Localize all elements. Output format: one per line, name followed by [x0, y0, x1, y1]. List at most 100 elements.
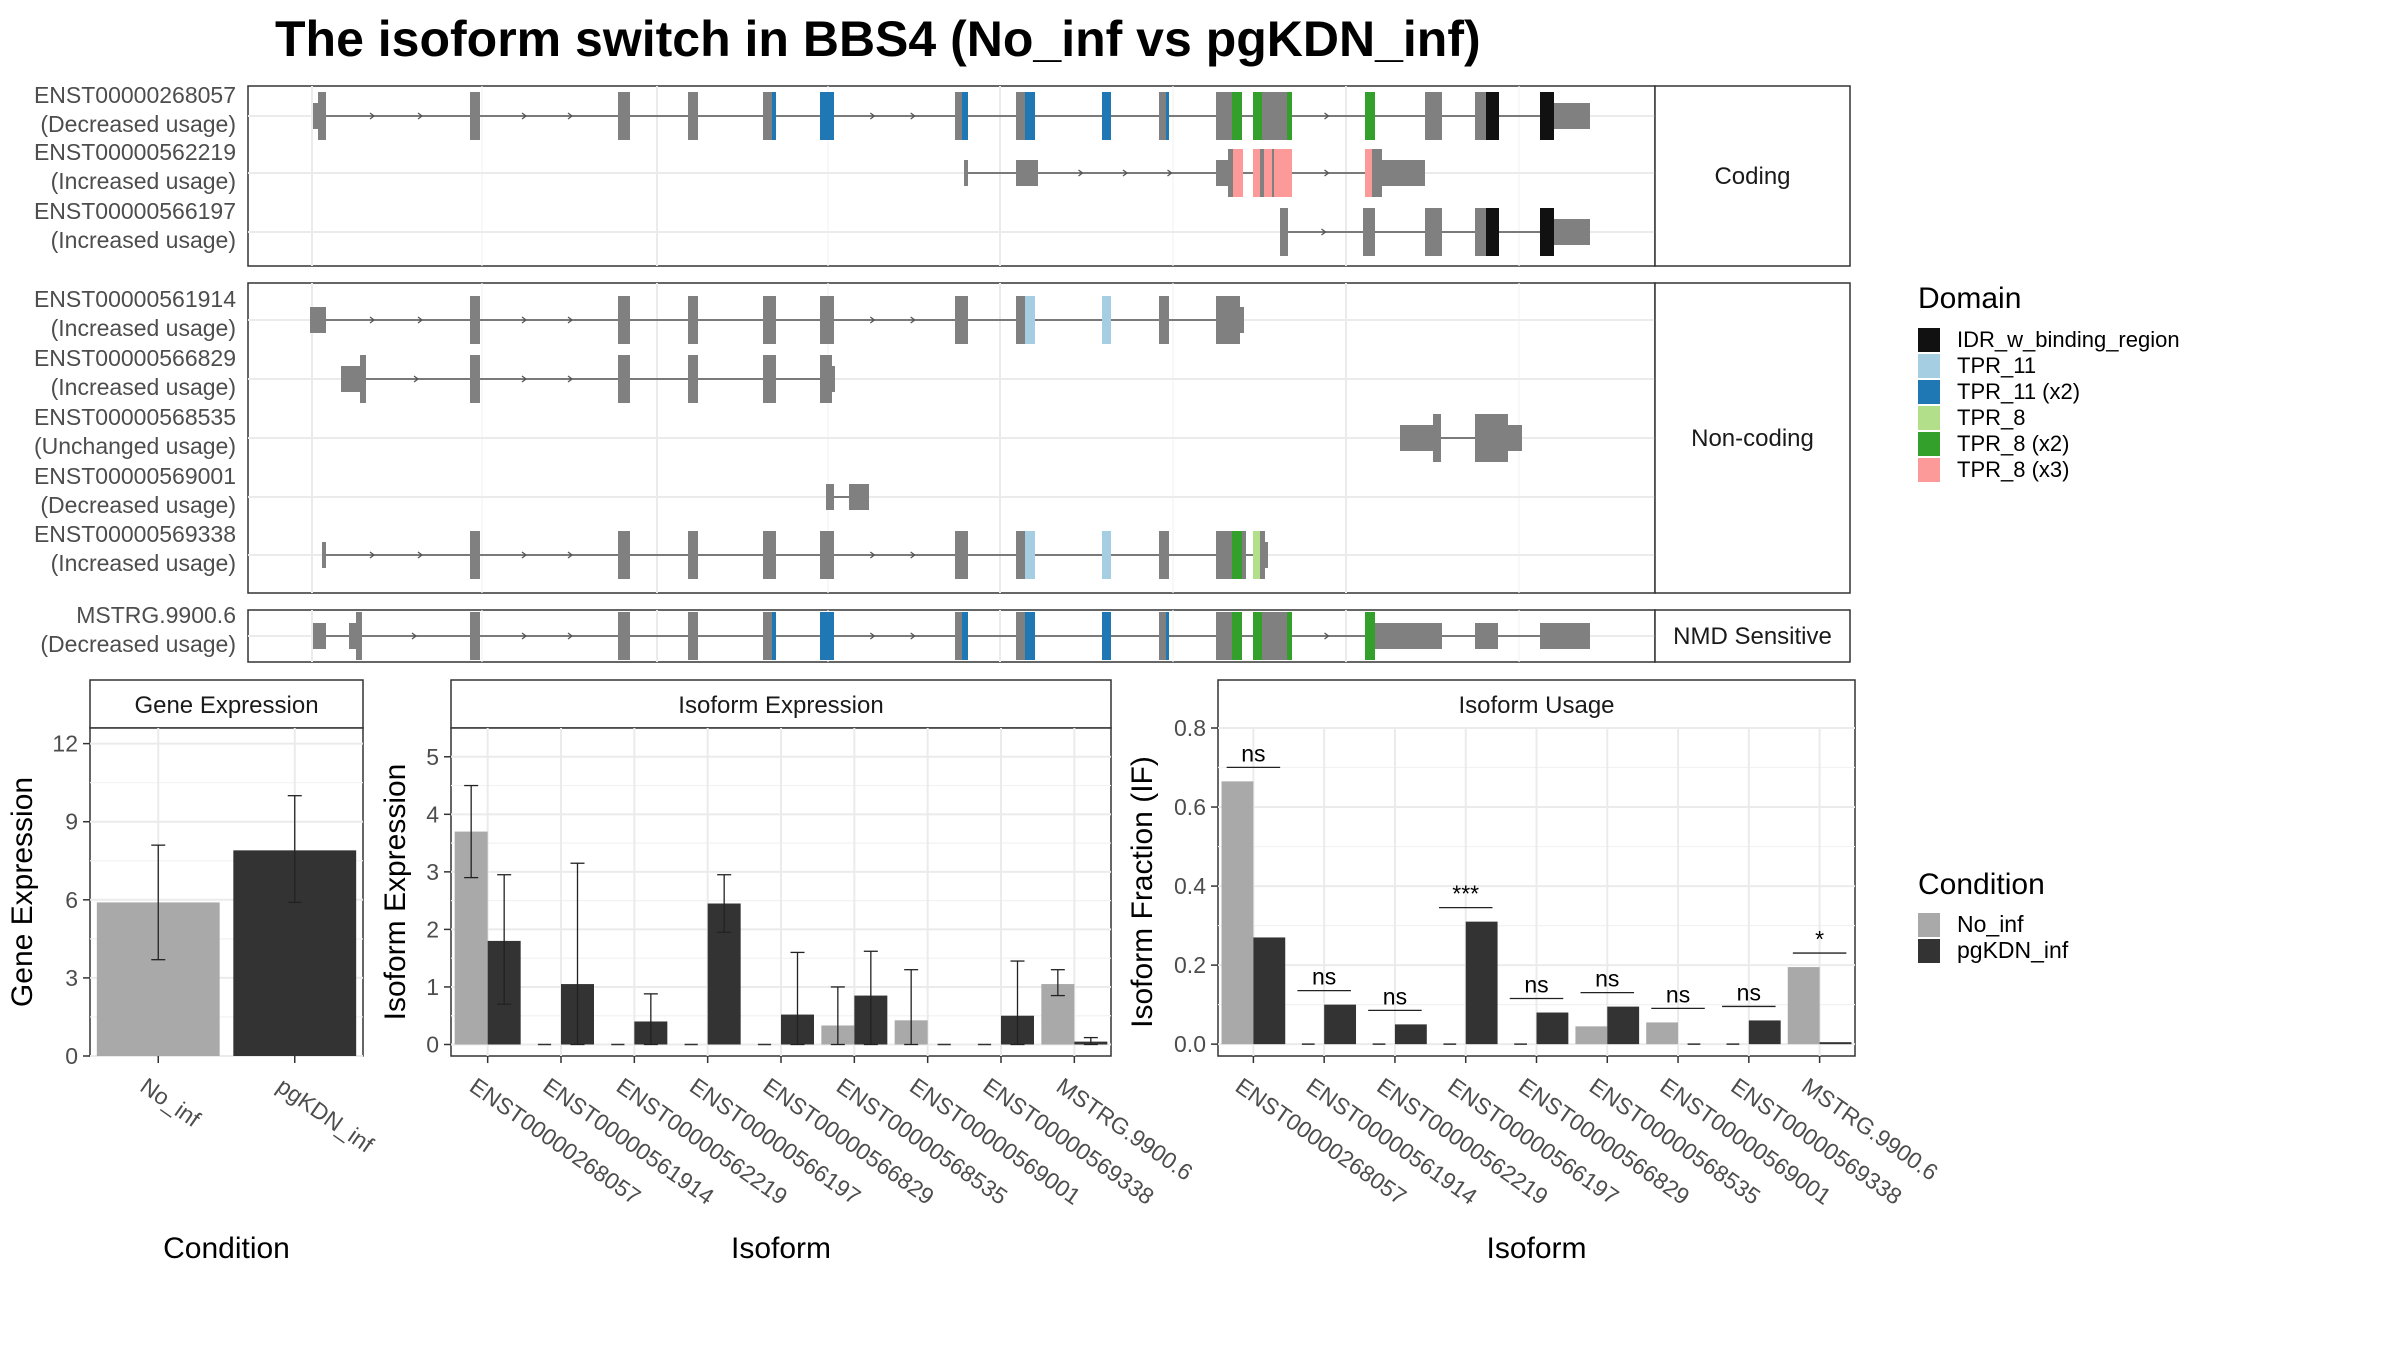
- exon: [470, 612, 480, 660]
- exon: [1265, 542, 1268, 568]
- transcript-usage-label: (Increased usage): [51, 227, 236, 253]
- exon: [1486, 92, 1499, 140]
- significance-label: ns: [1383, 983, 1407, 1009]
- exon: [341, 366, 360, 392]
- exon: [1260, 531, 1265, 579]
- chart-title-strip: [89, 679, 364, 729]
- exon: [820, 531, 834, 579]
- transcript-ENST00000562219: [964, 149, 1425, 197]
- facet-strip: [1654, 609, 1851, 663]
- bar: [1253, 937, 1286, 1045]
- exon: [1253, 612, 1262, 660]
- chart-title-strip: [1217, 679, 1856, 729]
- y-axis-title: Gene Expression: [6, 777, 39, 1007]
- gene-structure-panel: Coding Non-coding NMD Sensitive ENST0000026…: [34, 82, 1851, 663]
- significance-label: ns: [1312, 964, 1336, 990]
- y-axis-title: Isoform Fraction (IF): [1126, 756, 1159, 1028]
- exon: [1508, 425, 1522, 451]
- transcript-id-label: ENST00000569001: [34, 463, 236, 489]
- exon: [1016, 160, 1038, 186]
- y-tick-label: 3: [65, 965, 78, 991]
- exon: [1540, 208, 1554, 256]
- exon: [1253, 531, 1260, 579]
- facet-strip: [1654, 282, 1851, 594]
- exon: [1475, 623, 1498, 649]
- exon: [1016, 531, 1025, 579]
- intron-arrow: [1324, 632, 1330, 640]
- transcript-id-label: ENST00000568535: [34, 404, 236, 430]
- transcript-usage-label: (Decreased usage): [40, 492, 236, 518]
- exon: [618, 92, 630, 140]
- exon: [1372, 149, 1382, 197]
- exon: [688, 92, 698, 140]
- exon: [1287, 612, 1292, 660]
- transcript-ENST00000568535: [1400, 414, 1522, 462]
- x-axis-title: Condition: [163, 1232, 290, 1265]
- intron-arrow: [417, 316, 424, 324]
- exon: [1159, 531, 1169, 579]
- exon: [470, 531, 480, 579]
- transcript-id-label: ENST00000566829: [34, 345, 236, 371]
- exon: [1232, 531, 1242, 579]
- condition-legend-title: Condition: [1918, 868, 2045, 901]
- exon: [1272, 149, 1274, 197]
- exon: [1475, 92, 1486, 140]
- exon: [955, 531, 968, 579]
- bar: [1221, 781, 1254, 1045]
- exon: [313, 623, 326, 649]
- exon: [618, 296, 630, 344]
- intron-arrow: [417, 551, 424, 559]
- intron-arrow: [567, 375, 574, 383]
- bar: [1646, 1022, 1679, 1045]
- transcript-ENST00000569001: [826, 484, 869, 510]
- transcript-id-label: MSTRG.9900.6: [76, 602, 236, 628]
- intron-arrow: [567, 316, 574, 324]
- exon: [1475, 208, 1486, 256]
- exon: [1159, 92, 1166, 140]
- transcript-id-label: ENST00000562219: [34, 139, 236, 165]
- domain-legend-title: Domain: [1918, 282, 2021, 315]
- y-tick-label: 0.6: [1174, 794, 1206, 820]
- exon: [1216, 612, 1232, 660]
- exon: [1102, 612, 1111, 660]
- exon: [1363, 208, 1375, 256]
- domain-legend-label: TPR_8 (x3): [1957, 457, 2069, 482]
- exon: [849, 484, 869, 510]
- exon: [1102, 92, 1111, 140]
- exon: [962, 92, 968, 140]
- exon: [1400, 425, 1433, 451]
- bar: [1394, 1024, 1427, 1045]
- exon: [1425, 92, 1442, 140]
- exon: [322, 542, 326, 568]
- exon: [318, 92, 326, 140]
- isoform-expression-chart: Isoform Expression012345ENST00000268057E…: [379, 679, 1198, 1265]
- exon: [1262, 612, 1287, 660]
- exon: [763, 531, 776, 579]
- intron-arrow: [910, 316, 916, 324]
- exon: [820, 92, 834, 140]
- exon: [955, 92, 962, 140]
- chart-title: Gene Expression: [134, 692, 318, 719]
- intron-arrow: [411, 632, 418, 640]
- transcript-ENST00000566197: [1280, 208, 1590, 256]
- bar: [1575, 1026, 1608, 1045]
- bar: [1465, 921, 1498, 1045]
- chart-title: Isoform Expression: [678, 692, 883, 719]
- exon: [1242, 531, 1246, 579]
- bar: [1748, 1020, 1781, 1045]
- exon: [1382, 160, 1425, 186]
- intron-arrow: [567, 551, 574, 559]
- exon: [470, 355, 480, 403]
- transcript-MSTRG.9900.6: [313, 612, 1590, 660]
- exon: [826, 484, 834, 510]
- y-tick-label: 0.4: [1174, 873, 1206, 899]
- y-tick-label: 0: [426, 1031, 439, 1057]
- domain-legend-key: [1918, 354, 1940, 378]
- intron-arrow: [1122, 169, 1129, 177]
- exon: [1216, 531, 1232, 579]
- bar: [1787, 967, 1820, 1045]
- exon: [1540, 623, 1590, 649]
- intron-arrow: [369, 316, 376, 324]
- exon: [1253, 92, 1262, 140]
